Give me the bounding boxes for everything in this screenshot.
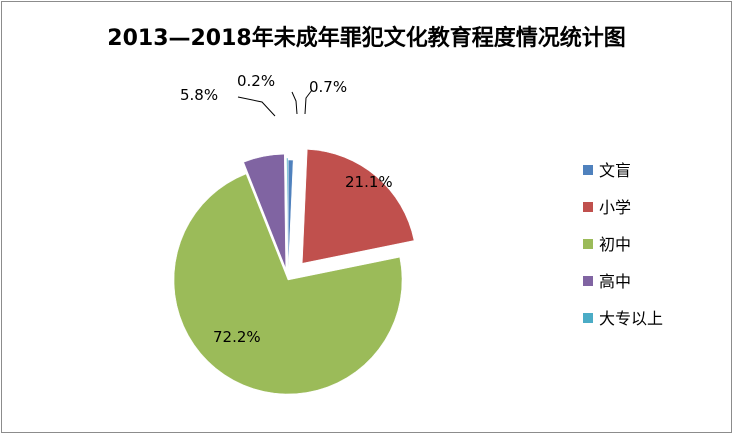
- pie-slices: [173, 149, 415, 395]
- leader-line-1: [304, 89, 313, 115]
- pie-slice-1: [287, 159, 294, 275]
- pie-slice-3: [173, 173, 403, 395]
- pie-slice-4: [243, 153, 286, 269]
- legend-swatch-4: [583, 276, 593, 286]
- leader-line-5: [291, 91, 298, 115]
- data-label-3: 72.2%: [213, 328, 261, 346]
- legend-label-5: 大专以上: [599, 309, 663, 328]
- data-labels: 0.7% 21.1% 72.2% 5.8% 0.2%: [180, 72, 393, 346]
- leader-lines: [237, 89, 313, 117]
- legend-swatch-3: [583, 239, 593, 249]
- data-label-5: 0.2%: [237, 72, 275, 90]
- legend-label-4: 高中: [599, 272, 631, 291]
- pie-slice-5: [286, 157, 289, 273]
- data-label-2: 21.1%: [345, 173, 393, 191]
- data-label-1: 0.7%: [309, 78, 347, 96]
- legend-label-1: 文盲: [599, 161, 631, 180]
- legend-swatch-1: [583, 165, 593, 175]
- legend-swatch-2: [583, 202, 593, 212]
- legend-label-2: 小学: [599, 198, 631, 217]
- chart-title: 2013—2018年未成年罪犯文化教育程度情况统计图: [107, 26, 626, 51]
- data-label-4: 5.8%: [180, 86, 218, 104]
- legend-label-3: 初中: [599, 235, 631, 254]
- leader-line-4: [237, 96, 276, 117]
- legend-swatch-5: [583, 313, 593, 323]
- pie-slice-2: [302, 149, 415, 264]
